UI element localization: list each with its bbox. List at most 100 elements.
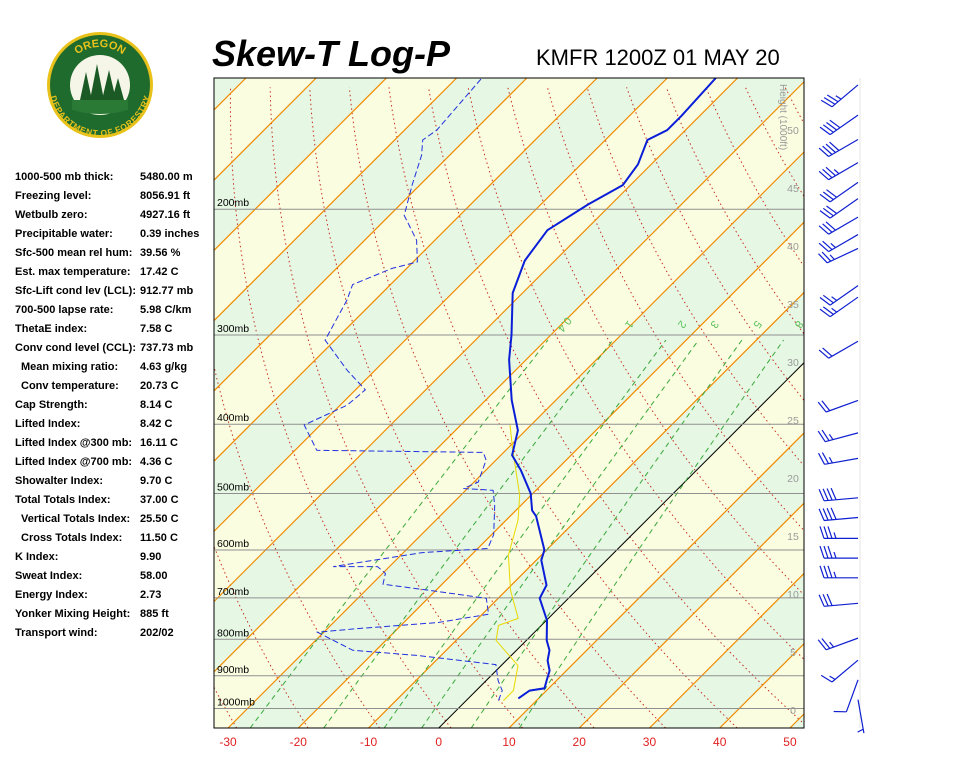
index-value: 9.70 C [140,475,172,487]
height-tick-label: 50 [787,125,799,137]
dry-adiabat [309,87,595,728]
isotherm [214,78,598,462]
wetbulb-line [495,424,521,701]
mixing-ratio-line [383,339,667,728]
index-value: 912.77 mb [140,285,193,297]
dry-adiabat [864,87,960,728]
wind-barb [818,247,859,264]
mixing-ratio-line [249,339,549,728]
index-value: 11.50 C [140,532,178,544]
isotherm [578,502,804,728]
dry-adiabat [388,87,738,728]
wind-barb [818,216,859,235]
index-label: Vertical Totals Index: [21,513,130,525]
wind-barb [820,659,859,683]
logo-trees [80,64,124,100]
indices-table: 1000-500 mb thick: 5480.00 m Freezing leve… [15,171,199,639]
height-tick-label: 15 [787,531,799,543]
height-tick-label: 45 [787,183,799,195]
station: KMFR 1200Z 01 MAY 20 [536,45,780,70]
index-value: 2.73 [140,589,161,601]
index-label: Cap Strength: [15,399,88,411]
index-value: 5.98 C/km [140,304,192,316]
pressure-label: 800mb [217,627,249,639]
temperature-line [508,78,717,700]
index-label: 700-500 lapse rate: [15,304,113,316]
index-value: 0.39 inches [140,228,199,240]
index-label: Sfc-500 mean rel hum: [15,247,132,259]
plot: 200mb 300mb 400mb 500mb 600mb 700mb 800mb 900mb… [214,78,804,717]
index-value: 4927.16 ft [140,209,190,221]
isotherm [297,221,804,728]
dry-adiabat [904,87,960,728]
index-label: Freezing level: [15,190,91,202]
x-tick-label: -20 [290,735,308,749]
wind-barb [817,429,859,443]
title: Skew-T Log-P [212,33,451,74]
wind-barb [819,296,859,318]
height-tick-label: 20 [787,473,799,485]
index-label: ThetaE index: [15,323,87,335]
wind-barb [857,699,865,734]
height-axis-label: Height (1000ft) [777,84,788,150]
x-tick-label: -30 [219,735,237,749]
index-value: 25.50 C [140,513,179,525]
mixing-ratio-line [421,339,700,728]
dewpoint-line [303,78,503,701]
dry-adiabat [784,87,804,125]
index-label: 1000-500 mb thick: [15,171,113,183]
mixing-ratio-line [323,339,614,728]
wind-barb [819,114,859,136]
x-tick-label: 10 [502,735,516,749]
mixing-ratio-label: 8 [792,318,805,330]
pressure-label: 200mb [217,197,249,209]
pressure-label: 500mb [217,481,249,493]
index-value: 5480.00 m [140,171,193,183]
height-tick-label: 30 [787,357,799,369]
index-label: Mean mixing ratio: [21,361,118,373]
index-value: 8.14 C [140,399,172,411]
index-label: Total Totals Index: [15,494,111,506]
index-value: 202/02 [140,627,174,639]
temperature-band [789,713,804,728]
height-tick-label: 25 [787,415,799,427]
pressure-label: 600mb [217,538,249,550]
wind-barb [833,679,859,713]
index-value: 58.00 [140,570,168,582]
index-label: Precipitable water: [15,228,113,240]
wind-barb [819,181,859,203]
height-tick-label: 5 [790,647,796,659]
isotherm [214,78,387,252]
pressure-label: 1000mb [217,696,255,708]
index-label: Transport wind: [15,627,98,639]
index-value: 9.90 [140,551,161,563]
isotherm [214,80,804,673]
index-label: Conv cond level (CCL): [15,342,136,354]
index-value: 39.56 % [140,247,181,259]
index-label: Sfc-Lift cond lev (LCL): [15,285,136,297]
temperature-band [214,78,804,672]
wind-barb [817,637,859,651]
pressure-label: 300mb [217,323,249,335]
height-tick-label: 10 [787,589,799,601]
dry-adiabat [546,87,804,532]
mixing-ratio-label: 5 [750,318,763,330]
wind-barb [818,162,859,181]
wind-barb [819,565,859,579]
temperature-band [860,78,960,728]
x-tick-label: 20 [573,735,587,749]
dry-adiabat [944,87,960,728]
isotherm [508,432,804,728]
mixing-ratio-line [470,339,743,728]
logo-top-text: OREGON [72,38,127,57]
x-tick-label: 40 [713,735,727,749]
x-tick-label: -10 [360,735,378,749]
wind-barb [818,340,859,359]
wind-barb [818,234,859,253]
index-label: Sweat Index: [15,570,82,582]
isotherm [214,78,528,392]
index-label: Cross Totals Index: [21,532,122,544]
isotherm [649,572,804,728]
x-tick-label: 30 [643,735,657,749]
dry-adiabat [825,87,960,728]
